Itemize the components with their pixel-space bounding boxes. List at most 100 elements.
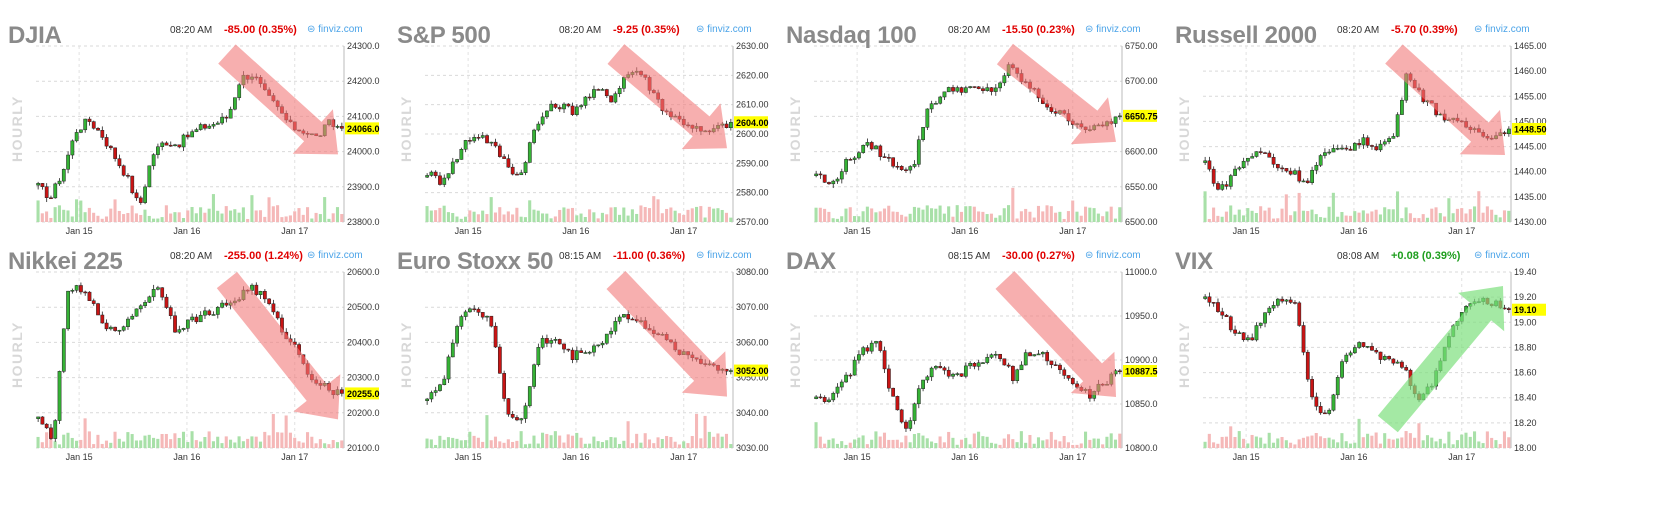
volume-bar [1289, 215, 1293, 222]
candle [592, 343, 596, 357]
volume-bar [1327, 437, 1331, 448]
candle [113, 147, 118, 162]
candle [1011, 365, 1015, 385]
volume-bar [186, 210, 190, 222]
candle [562, 343, 566, 354]
chart-svg: 19.40 19.20 19.00 18.80 18.60 18.40 18.20 18.00… [1203, 267, 1546, 462]
volume-bar [314, 443, 318, 448]
candle [1314, 162, 1319, 175]
y-tick-label: 6750.00 [1125, 41, 1158, 51]
volume-bar [485, 415, 489, 448]
volume-bar [1408, 433, 1412, 448]
candle [545, 334, 549, 348]
volume-bar [70, 437, 74, 448]
y-tick-label: 18.40 [1514, 393, 1537, 403]
hourly-label: HOURLY [9, 95, 25, 162]
candle [1382, 139, 1387, 147]
volume-bar [891, 439, 895, 448]
volume-bar [917, 433, 921, 448]
candle [198, 311, 203, 323]
volume-bar [1473, 206, 1477, 222]
volume-bar [596, 218, 600, 222]
x-tick-label: Jan 15 [455, 452, 482, 462]
candle [1284, 168, 1289, 173]
volume-bar [327, 444, 331, 448]
last-price: 10887.5 [1125, 367, 1158, 377]
candle [164, 141, 169, 146]
volume-bar [1028, 434, 1032, 448]
volume-bar [1280, 436, 1284, 448]
update-time: 08:20 AM [170, 251, 213, 262]
volume-bar [442, 205, 446, 222]
candle [181, 133, 186, 152]
hourly-label: HOURLY [398, 95, 414, 162]
y-tick-label: 1465.00 [1514, 41, 1547, 51]
volume-bar [220, 443, 224, 448]
candle [728, 368, 733, 375]
candle [1241, 332, 1246, 342]
volume-bar [1434, 207, 1438, 222]
volume-bar [1079, 443, 1083, 448]
volume-bar [109, 442, 113, 448]
volume-bar [716, 433, 720, 448]
volume-bar [250, 195, 254, 222]
y-tick-label: 20100.0 [347, 443, 380, 453]
x-tick-label: Jan 16 [173, 226, 200, 236]
volume-bar [1460, 208, 1464, 222]
volume-bar [579, 213, 583, 222]
volume-bar [134, 213, 138, 222]
volume-bar [870, 208, 874, 222]
price-change: -30.00 (0.27%) [1002, 250, 1075, 262]
volume-bar [1336, 216, 1340, 222]
candle [476, 307, 481, 316]
volume-bar [519, 216, 523, 222]
candle [215, 121, 220, 125]
candle [1344, 145, 1349, 151]
hourly-label: HOURLY [1176, 95, 1192, 162]
candle [156, 143, 160, 159]
volume-bar [994, 443, 998, 448]
chart-panel-5: 3080.00 3070.00 3060.00 3050.00 3040.00 3030.… [389, 238, 769, 466]
candle [493, 138, 498, 148]
candle [211, 311, 216, 316]
candle [553, 336, 558, 344]
volume-bar [1464, 432, 1468, 448]
y-tick-label: 1445.00 [1514, 142, 1547, 152]
candle [480, 132, 485, 139]
y-tick-label: 2610.00 [736, 100, 769, 110]
candle [536, 343, 541, 367]
candle [156, 285, 160, 291]
candle [36, 416, 41, 422]
volume-bar [318, 439, 322, 448]
volume-bar [481, 210, 485, 222]
candle [976, 359, 981, 371]
y-tick-label: 10850.0 [1125, 399, 1158, 409]
y-tick-label: 6600.00 [1125, 147, 1158, 157]
volume-bar [515, 207, 519, 222]
candle [981, 361, 985, 364]
candle [173, 311, 177, 333]
trend-arrow-down [607, 44, 727, 150]
volume-bar [579, 437, 583, 448]
last-price: 2604.00 [736, 118, 769, 128]
candle [497, 143, 502, 158]
candle [459, 314, 464, 330]
volume-bar [677, 444, 681, 448]
volume-bar [1447, 431, 1451, 448]
volume-bar [502, 214, 506, 222]
volume-bar [1259, 206, 1263, 222]
candle [946, 86, 951, 93]
volume-bar [446, 437, 450, 448]
volume-bar [181, 431, 186, 448]
volume-bar [553, 216, 557, 222]
y-tick-label: 3030.00 [736, 443, 769, 453]
candle [852, 156, 857, 164]
volume-bar [900, 214, 904, 222]
trend-arrow-down [996, 43, 1116, 145]
y-tick-label: 6700.00 [1125, 76, 1158, 86]
y-tick-label: 19.40 [1514, 267, 1537, 277]
volume-bar [1263, 210, 1267, 222]
volume-bar [882, 432, 887, 448]
volume-bar [686, 209, 690, 222]
volume-bar [1293, 211, 1297, 222]
